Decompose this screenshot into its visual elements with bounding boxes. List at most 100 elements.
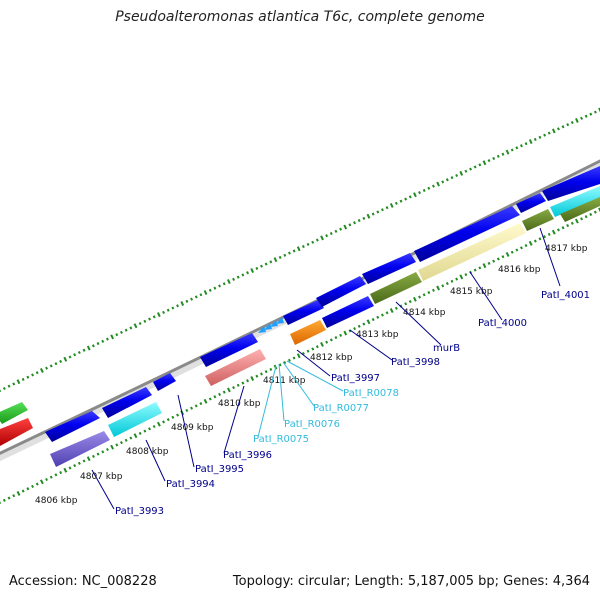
tick-mark: [190, 297, 194, 301]
tick-mark: [185, 299, 189, 303]
tick-mark: [329, 338, 333, 342]
tick-mark: [315, 238, 319, 242]
tick-mark: [422, 188, 426, 192]
tick-mark: [598, 207, 600, 213]
tick-mark: [570, 221, 574, 225]
tick-mark: [12, 382, 16, 386]
map-title: Pseudoalteromonas atlantica T6c, complet…: [115, 9, 485, 25]
tick-mark: [389, 202, 394, 208]
kbp-label: 4807 kbp: [80, 472, 123, 482]
tick-mark: [203, 290, 208, 296]
tick-mark: [21, 377, 25, 382]
gene-label: PatI_3993: [115, 506, 164, 517]
tick-mark: [570, 121, 574, 125]
tick-mark: [133, 433, 138, 439]
tick-mark: [593, 210, 597, 214]
tick-mark: [269, 367, 273, 371]
tick-mark: [464, 273, 468, 277]
outer-tick-ring: [0, 107, 600, 392]
tick-mark: [455, 277, 459, 281]
tick-mark: [325, 340, 329, 344]
tick-mark: [288, 358, 291, 362]
tick-mark: [236, 383, 240, 387]
tick-mark: [376, 210, 380, 214]
kbp-label: 4811 kbp: [263, 376, 306, 386]
tick-mark: [353, 327, 356, 331]
tick-mark: [547, 131, 551, 135]
kbp-label: 4806 kbp: [35, 496, 78, 506]
tick-mark: [348, 329, 352, 333]
tick-mark: [35, 482, 39, 486]
tick-mark: [543, 133, 547, 137]
tick-mark: [255, 374, 259, 378]
tick-mark: [166, 308, 170, 312]
tick-mark: [473, 268, 477, 272]
tick-mark: [385, 311, 389, 315]
tick-mark: [227, 387, 231, 393]
tick-mark: [115, 443, 119, 447]
tick-mark: [427, 186, 431, 190]
tick-mark: [222, 390, 226, 394]
tick-mark: [143, 429, 147, 433]
tick-mark: [533, 239, 537, 243]
gene-cds-forward: [414, 206, 520, 262]
tick-mark: [143, 319, 147, 323]
tick-mark: [362, 322, 366, 326]
tick-mark: [40, 367, 44, 373]
tick-mark: [306, 349, 310, 353]
tick-mark: [436, 181, 440, 187]
tick-mark: [478, 266, 482, 270]
gene-label: PatI_3995: [195, 464, 244, 475]
gene-olive-reverse: [522, 209, 554, 231]
tick-mark: [138, 431, 142, 435]
tick-mark: [528, 139, 533, 145]
tick-mark: [528, 240, 533, 246]
tick-mark: [482, 263, 487, 269]
tick-mark: [315, 345, 319, 349]
tick-mark: [580, 116, 584, 120]
trna-arrow: [258, 326, 266, 333]
tick-mark: [138, 321, 142, 326]
tick-mark: [269, 260, 273, 264]
tick-mark: [348, 223, 352, 227]
tick-mark: [222, 282, 226, 286]
tick-mark: [110, 444, 114, 450]
tick-mark: [199, 402, 203, 406]
tick-mark: [16, 379, 21, 385]
gene-red-reverse: [0, 418, 33, 446]
tick-mark: [63, 467, 68, 473]
tick-mark: [418, 191, 421, 195]
gene-label: PatI_3998: [391, 357, 440, 368]
gene-cds-forward: [200, 333, 258, 367]
tick-mark: [584, 215, 588, 219]
gene-pink-reverse: [205, 349, 266, 386]
tick-mark: [120, 441, 123, 445]
gene-label: PatI_3996: [223, 450, 272, 461]
gene-cyan-reverse: [550, 186, 600, 217]
gene-green-forward: [0, 402, 28, 424]
tick-mark: [156, 312, 161, 318]
tick-mark: [152, 315, 156, 319]
tick-mark: [91, 344, 95, 348]
gene-cds-forward: [102, 387, 152, 418]
reverse-strand-genes: [0, 186, 600, 467]
gene-label: PatI_R0078: [343, 388, 399, 399]
tick-mark: [394, 201, 398, 205]
tick-mark: [296, 353, 301, 359]
tick-mark: [436, 285, 440, 291]
tick-mark: [82, 459, 86, 463]
tick-mark: [501, 152, 505, 156]
tick-mark: [445, 281, 449, 286]
tick-mark: [584, 114, 588, 118]
tick-mark: [273, 257, 278, 263]
tick-mark: [418, 295, 422, 299]
tick-mark: [455, 173, 459, 178]
tick-mark: [124, 438, 128, 442]
tick-mark: [380, 313, 384, 317]
tick-mark: [533, 137, 537, 141]
tick-mark: [343, 330, 348, 336]
trna-arrow: [264, 323, 272, 330]
tick-mark: [371, 317, 375, 322]
tick-mark: [487, 261, 491, 265]
tick-mark: [288, 251, 291, 255]
